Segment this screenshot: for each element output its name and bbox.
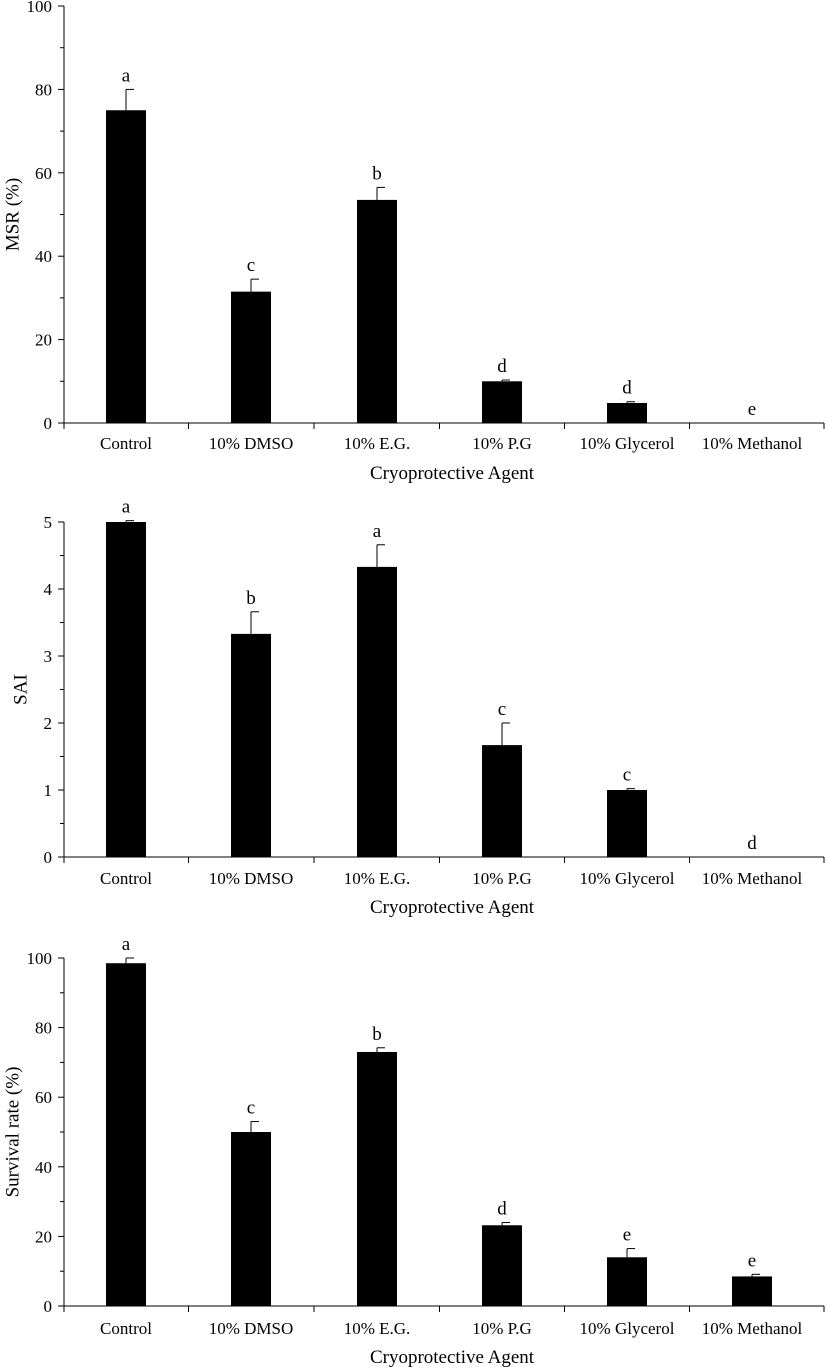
y-tick-label: 20 — [35, 331, 52, 350]
bar-control — [106, 110, 146, 423]
significance-label: b — [372, 163, 382, 184]
bar-10-dmso — [231, 1132, 271, 1306]
significance-label: b — [246, 588, 256, 609]
significance-label: d — [747, 833, 757, 854]
significance-label: c — [498, 699, 506, 720]
y-axis-title: SAI — [10, 674, 31, 705]
y-tick-label: 3 — [44, 647, 53, 666]
y-axis-title: Survival rate (%) — [2, 1067, 23, 1198]
x-category-label: 10% Methanol — [702, 434, 803, 453]
bar-10-e-g- — [357, 199, 397, 423]
x-axis-title: Cryoprotective Agent — [370, 897, 535, 918]
bar-control — [106, 963, 146, 1306]
x-category-label: 10% Methanol — [702, 869, 803, 888]
bar-10-glycerol — [607, 402, 647, 423]
y-tick-label: 80 — [35, 1019, 52, 1038]
chart-panel-2: 0 1 2 3 4 5 a Control b 10% DMSO a 10% E.G. c 10% P.G… — [10, 497, 825, 918]
y-tick-label: 20 — [35, 1227, 52, 1246]
chart-panel-1: 0 20 40 60 80 100 a Control c 10% DMSO b 10% E.G. d 1… — [2, 0, 825, 484]
bar-10-glycerol — [607, 1257, 647, 1306]
y-tick-label: 100 — [27, 949, 53, 968]
x-category-label: Control — [100, 1319, 152, 1338]
y-tick-label: 40 — [35, 247, 52, 266]
x-category-label: 10% P.G — [472, 1319, 532, 1338]
x-axis-title: Cryoprotective Agent — [370, 463, 535, 484]
significance-label: c — [247, 255, 255, 276]
x-category-label: 10% DMSO — [209, 1319, 294, 1338]
x-category-label: 10% DMSO — [209, 434, 294, 453]
y-tick-label: 60 — [35, 1088, 52, 1107]
bar-10-dmso — [231, 633, 271, 857]
bar-10-p-g — [482, 381, 522, 423]
x-category-label: 10% Glycerol — [580, 869, 675, 888]
y-tick-label: 0 — [44, 848, 53, 867]
x-category-label: Control — [100, 869, 152, 888]
bar-10-glycerol — [607, 790, 647, 857]
significance-label: a — [122, 934, 131, 955]
x-category-label: 10% E.G. — [344, 434, 411, 453]
bar-control — [106, 522, 146, 857]
y-tick-label: 1 — [44, 781, 53, 800]
x-axis-title: Cryoprotective Agent — [370, 1347, 535, 1368]
y-tick-label: 60 — [35, 164, 52, 183]
significance-label: e — [748, 399, 756, 420]
significance-label: d — [497, 1198, 507, 1219]
y-tick-label: 5 — [44, 513, 53, 532]
x-category-label: 10% Glycerol — [580, 434, 675, 453]
x-category-label: 10% E.G. — [344, 869, 411, 888]
significance-label: a — [373, 521, 382, 542]
bar-10-p-g — [482, 1225, 522, 1306]
x-category-label: 10% Glycerol — [580, 1319, 675, 1338]
x-category-label: 10% P.G — [472, 434, 532, 453]
significance-label: c — [247, 1098, 255, 1119]
chart-panel-3: 0 20 40 60 80 100 a Control c 10% DMSO b 10% E.G. d 1… — [2, 934, 825, 1368]
x-category-label: Control — [100, 434, 152, 453]
bar-10-methanol — [732, 1276, 772, 1306]
significance-label: a — [122, 497, 131, 518]
significance-label: d — [622, 378, 632, 399]
x-category-label: 10% E.G. — [344, 1319, 411, 1338]
significance-label: e — [748, 1250, 756, 1271]
y-tick-label: 4 — [44, 580, 53, 599]
y-tick-label: 40 — [35, 1158, 52, 1177]
x-category-label: 10% DMSO — [209, 869, 294, 888]
y-tick-label: 0 — [44, 1297, 53, 1316]
y-tick-label: 80 — [35, 80, 52, 99]
significance-label: e — [623, 1225, 631, 1246]
significance-label: c — [623, 765, 631, 786]
bar-10-e-g- — [357, 566, 397, 857]
significance-label: a — [122, 65, 131, 86]
y-tick-label: 2 — [44, 714, 53, 733]
bar-10-dmso — [231, 291, 271, 423]
y-tick-label: 100 — [27, 0, 53, 16]
x-category-label: 10% Methanol — [702, 1319, 803, 1338]
bar-10-p-g — [482, 745, 522, 857]
y-axis-title: MSR (%) — [2, 178, 23, 251]
bar-10-e-g- — [357, 1051, 397, 1306]
x-category-label: 10% P.G — [472, 869, 532, 888]
significance-label: b — [372, 1024, 382, 1045]
significance-label: d — [497, 356, 507, 377]
y-tick-label: 0 — [44, 414, 53, 433]
